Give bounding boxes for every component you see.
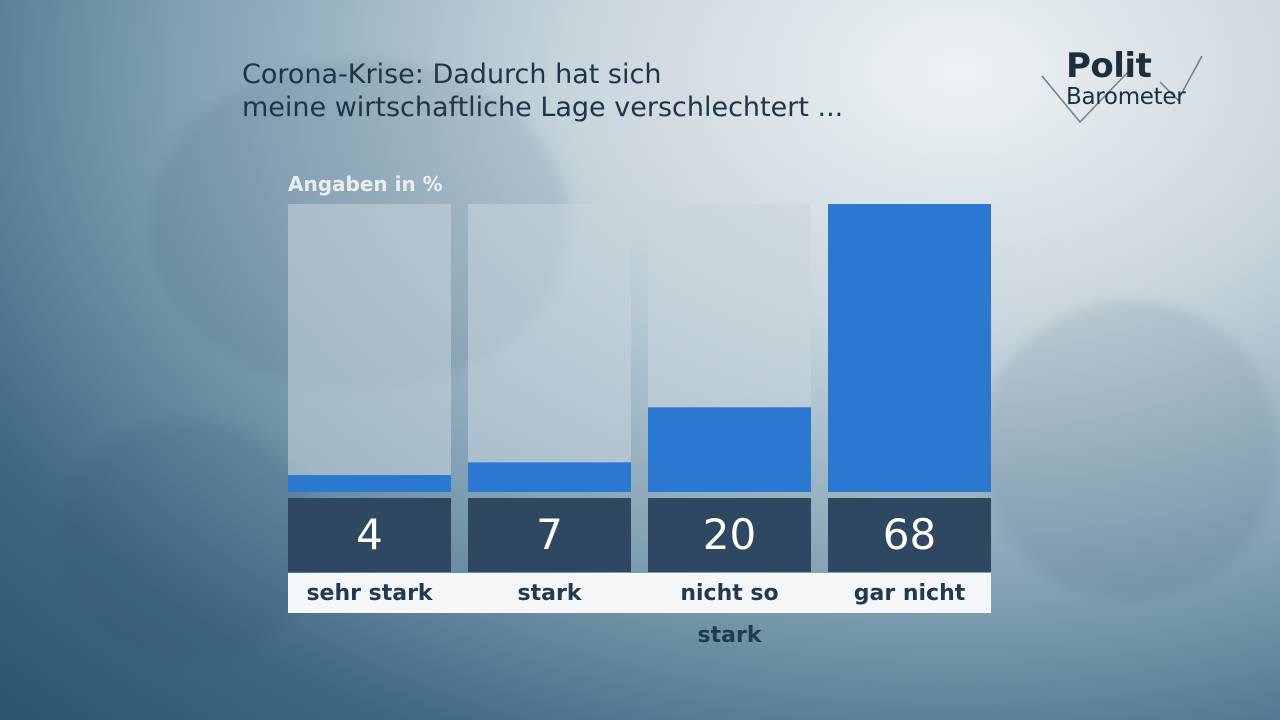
bar-0 — [288, 475, 451, 492]
logo-text-barometer: Barometer — [1066, 84, 1186, 110]
category-label-2: nicht so stark — [680, 581, 779, 648]
chart-title: Corona-Krise: Dadurch hat sich meine wir… — [242, 58, 843, 124]
logo-check-icon — [1041, 55, 1203, 124]
bar-3 — [828, 204, 991, 492]
category-label-3: gar nicht — [853, 581, 966, 606]
category-label-0: sehr stark — [306, 581, 433, 606]
chart-title-line-1: Corona-Krise: Dadurch hat sich — [242, 59, 662, 90]
chart-title-line-2: meine wirtschaftliche Lage verschlechter… — [242, 92, 844, 123]
background-virus-shape — [60, 420, 320, 660]
category-label-1: stark — [517, 581, 582, 606]
value-label-0: 4 — [288, 498, 451, 572]
logo-text-polit: Polit — [1066, 46, 1152, 86]
bar-1 — [468, 462, 631, 492]
politbarometer-logo: Polit Barometer — [1040, 46, 1205, 126]
value-label-3: 68 — [828, 498, 991, 572]
background-virus-shape — [980, 300, 1280, 600]
bar-2 — [648, 407, 811, 492]
value-label-2: 20 — [648, 498, 811, 572]
bar-track-0 — [288, 204, 451, 492]
bar-track-1 — [468, 204, 631, 492]
category-label-strip — [288, 573, 991, 613]
y-axis-label: Angaben in % — [288, 172, 443, 196]
value-label-1: 7 — [468, 498, 631, 572]
